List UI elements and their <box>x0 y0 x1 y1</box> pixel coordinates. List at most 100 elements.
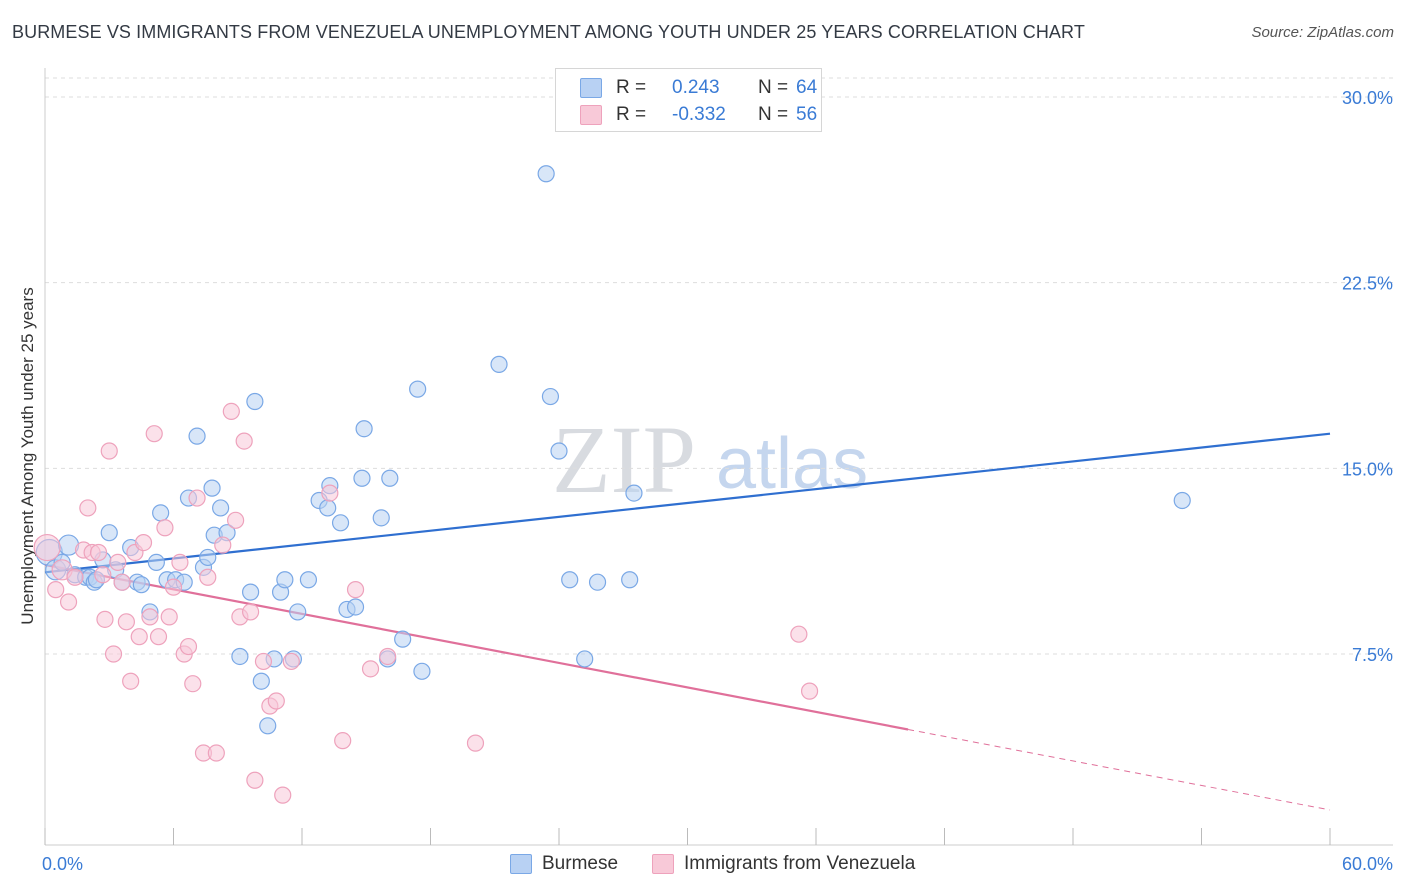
burmese-point <box>188 427 206 445</box>
venezuela-point <box>267 692 285 710</box>
venezuela-point <box>334 732 352 750</box>
burmese-swatch <box>580 78 602 98</box>
burmese-point <box>537 165 555 183</box>
burmese-point <box>242 583 260 601</box>
venezuela-point <box>109 553 127 572</box>
axes <box>44 68 1393 846</box>
burmese-point <box>381 469 399 487</box>
venezuela-point <box>361 660 380 678</box>
burmese-point <box>246 392 264 411</box>
venezuela-trend-extension <box>907 729 1331 811</box>
tick-labels: 7.5% 15.0% 22.5% 30.0% 0.0% 60.0% <box>42 88 1393 874</box>
burmese-point <box>231 647 249 666</box>
venezuela-point <box>94 566 112 584</box>
venezuela-swatch <box>580 105 602 125</box>
y-tick-label: 7.5% <box>1352 645 1393 665</box>
venezuela-point <box>179 637 198 656</box>
venezuela-points <box>33 402 819 804</box>
r-label: R = <box>616 104 647 125</box>
venezuela-point <box>160 608 178 626</box>
venezuela-point <box>214 536 232 554</box>
venezuela-point <box>47 581 65 599</box>
burmese-point <box>625 484 643 502</box>
burmese-point <box>289 603 307 621</box>
burmese-point <box>409 380 427 398</box>
burmese-point <box>353 469 371 487</box>
venezuela-point <box>141 608 159 626</box>
burmese-point <box>621 571 639 589</box>
burmese-point <box>100 524 118 542</box>
chart-title: BURMESE VS IMMIGRANTS FROM VENEZUELA UNE… <box>12 22 1085 42</box>
venezuela-point <box>79 499 97 517</box>
venezuela-point <box>113 573 131 591</box>
venezuela-point <box>222 402 240 420</box>
r-label: R = <box>616 77 647 98</box>
burmese-point <box>299 571 318 589</box>
burmese-point <box>346 598 365 616</box>
grid-lines <box>45 77 1393 655</box>
venezuela-point <box>89 543 108 562</box>
r-value: 0.243 <box>672 77 720 98</box>
y-tick-label: 30.0% <box>1342 88 1393 108</box>
venezuela-point <box>282 652 300 671</box>
burmese-point <box>259 717 277 735</box>
venezuela-point <box>227 511 245 529</box>
venezuela-point <box>164 578 183 596</box>
burmese-point <box>576 650 594 668</box>
burmese-point <box>550 442 568 460</box>
venezuela-point <box>66 568 84 586</box>
venezuela-point <box>254 652 273 671</box>
n-label: N = <box>758 104 789 125</box>
venezuela-point <box>184 675 202 693</box>
venezuela-point <box>274 786 292 804</box>
correlation-stats-box: R = 0.243 N = 64 R = -0.332 N = 56 <box>555 68 822 132</box>
burmese-point <box>132 576 150 594</box>
burmese-point <box>372 509 390 527</box>
burmese-legend-swatch <box>510 854 532 874</box>
venezuela-point <box>346 581 365 599</box>
n-label: N = <box>758 77 789 98</box>
legend-label: Burmese <box>542 853 619 874</box>
n-value: 56 <box>796 104 818 125</box>
burmese-point <box>355 420 373 438</box>
legend-label: Immigrants from Venezuela <box>684 853 916 874</box>
venezuela-point <box>242 603 260 621</box>
venezuela-point <box>207 744 225 762</box>
venezuela-point <box>790 625 808 643</box>
n-value: 64 <box>796 77 818 98</box>
y-tick-label: 22.5% <box>1342 274 1393 294</box>
r-value: -0.332 <box>672 104 726 125</box>
trend-lines <box>44 432 1331 811</box>
venezuela-trend-line <box>44 563 909 731</box>
venezuela-point <box>122 672 140 690</box>
venezuela-point <box>235 432 253 450</box>
burmese-point <box>152 504 170 522</box>
venezuela-point <box>130 628 148 646</box>
source-credit: Source: ZipAtlas.com <box>1251 24 1394 41</box>
venezuela-point <box>59 593 78 611</box>
x-tick-label: 60.0% <box>1342 854 1393 874</box>
venezuela-point <box>96 610 114 628</box>
venezuela-legend-swatch <box>652 854 674 874</box>
venezuela-point <box>117 613 135 631</box>
burmese-point <box>331 514 350 532</box>
venezuela-point <box>466 734 485 752</box>
venezuela-point <box>199 568 217 586</box>
burmese-point <box>490 355 508 373</box>
venezuela-point <box>149 628 168 646</box>
x-tick-label: 0.0% <box>42 854 83 874</box>
venezuela-point <box>104 645 123 663</box>
burmese-point <box>252 672 270 690</box>
watermark-zip: ZIP <box>552 406 696 513</box>
venezuela-point <box>188 489 206 507</box>
venezuela-point <box>134 533 153 552</box>
venezuela-point <box>321 484 339 502</box>
venezuela-point <box>100 442 118 460</box>
y-tick-label: 15.0% <box>1342 459 1393 479</box>
venezuela-point <box>171 553 189 572</box>
burmese-point <box>319 499 337 517</box>
venezuela-point <box>379 647 397 666</box>
burmese-point <box>1173 491 1191 510</box>
venezuela-point <box>800 682 819 700</box>
